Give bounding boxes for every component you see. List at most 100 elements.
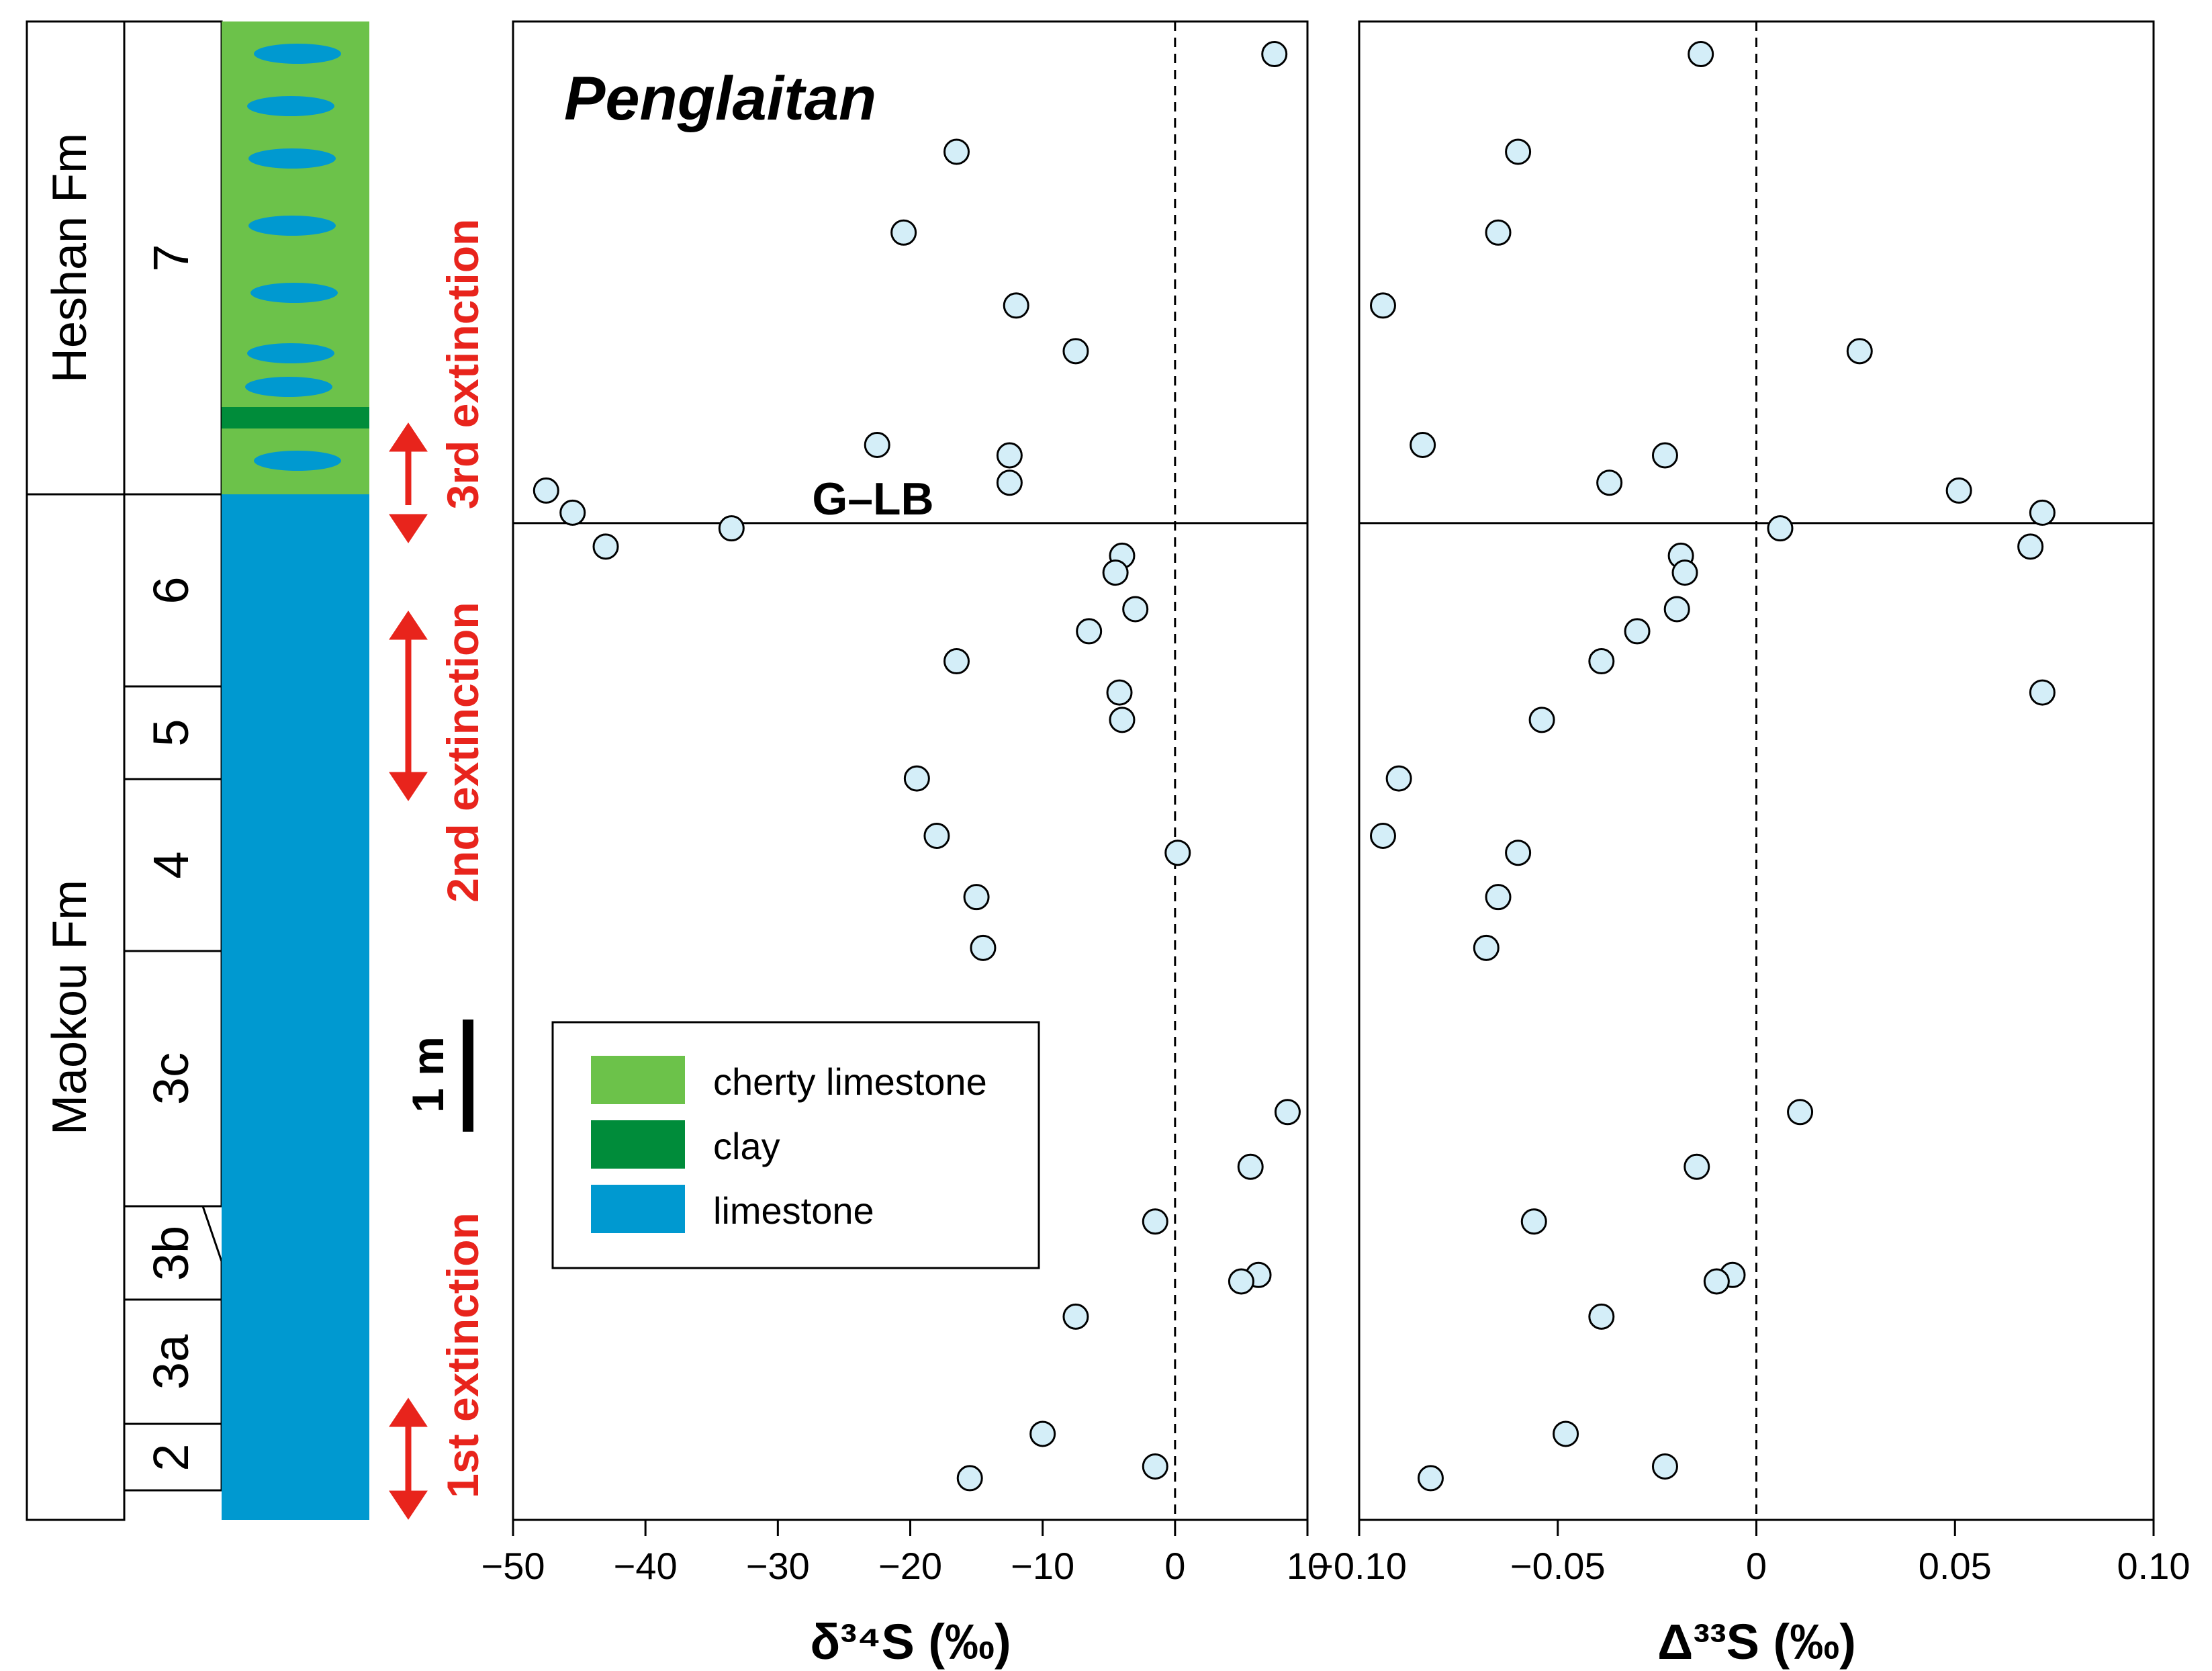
data-point-d33s xyxy=(1663,596,1690,623)
data-point-d34s xyxy=(1003,292,1029,319)
lithology-limestone xyxy=(222,494,369,1520)
legend-label-cherty-limestone: cherty limestone xyxy=(713,1060,987,1103)
data-point-d34s xyxy=(1228,1268,1254,1295)
legend-swatch-clay xyxy=(591,1120,685,1169)
legend-swatch-limestone xyxy=(591,1185,685,1233)
data-point-d33s xyxy=(1385,765,1412,792)
extinction-3rd-arrow xyxy=(389,422,428,543)
x-axis-label-d33s: Δ³³S (‰) xyxy=(1657,1614,1856,1670)
chert-nodule xyxy=(247,343,334,363)
data-point-d34s xyxy=(943,648,970,675)
x-tick-label-d34s: 0 xyxy=(1164,1545,1185,1587)
x-axis-d34s: −50 −40 −30 −20 −10 0 10 xyxy=(481,1520,1328,1587)
chert-nodule xyxy=(248,148,336,169)
bed-7-box xyxy=(123,20,223,496)
x-tick-label-d34s: −40 xyxy=(614,1545,678,1587)
data-point-d33s xyxy=(1473,934,1500,961)
data-point-d34s xyxy=(1261,41,1288,67)
data-point-d34s xyxy=(559,499,586,526)
bed-4-box xyxy=(123,778,223,952)
data-point-d34s xyxy=(943,138,970,165)
data-point-d33s xyxy=(1520,1208,1547,1235)
extinction-2nd-label: 2nd extinction xyxy=(438,602,488,902)
data-point-d33s xyxy=(1596,469,1623,496)
data-point-d34s xyxy=(1106,679,1133,706)
data-point-d33s xyxy=(1410,432,1436,458)
data-point-d34s xyxy=(970,934,997,961)
x-tick-label-d33s: −0.05 xyxy=(1510,1545,1606,1587)
chert-nodules xyxy=(245,44,341,471)
data-point-d33s xyxy=(1505,138,1532,165)
data-point-d34s xyxy=(996,469,1023,496)
extinction-1st-arrow xyxy=(389,1398,428,1520)
data-point-d34s xyxy=(1164,840,1191,866)
data-point-d34s xyxy=(956,1465,983,1492)
x-tick-label-d34s: −20 xyxy=(878,1545,942,1587)
formation-heshan-label: Heshan Fm xyxy=(43,133,97,383)
data-point-d33s xyxy=(1528,707,1555,733)
bed-6-label: 6 xyxy=(143,576,199,604)
data-point-d33s xyxy=(1624,618,1651,645)
data-point-d33s xyxy=(1767,515,1794,542)
x-tick-label-d33s: 0.10 xyxy=(2117,1545,2191,1587)
data-point-d34s xyxy=(592,533,619,560)
extinction-markers: 3rd extinction 2nd extinction 1st extinc… xyxy=(389,219,488,1520)
lithology-clay-layer xyxy=(222,407,369,428)
data-point-d33s xyxy=(2029,679,2056,706)
data-point-d34s xyxy=(1029,1420,1056,1447)
data-point-d33s xyxy=(1787,1099,1814,1126)
data-point-d33s xyxy=(1417,1465,1444,1492)
data-point-d33s xyxy=(1505,840,1532,866)
data-point-d34s xyxy=(963,884,990,911)
data-point-d34s xyxy=(1109,707,1136,733)
data-point-d34s xyxy=(1142,1453,1168,1480)
data-point-d34s xyxy=(1122,596,1149,623)
data-point-d33s xyxy=(1684,1153,1710,1180)
x-tick-label-d33s: 0 xyxy=(1746,1545,1767,1587)
chert-nodule xyxy=(254,451,341,471)
data-point-d33s xyxy=(1485,219,1512,246)
data-point-d34s xyxy=(996,442,1023,469)
data-point-d33s xyxy=(1846,338,1873,365)
data-point-d33s xyxy=(1671,559,1698,586)
bed-2-label: 2 xyxy=(143,1443,199,1471)
chert-nodule xyxy=(247,96,334,116)
x-tick-label-d33s: −0.10 xyxy=(1311,1545,1407,1587)
x-tick-label-d34s: −50 xyxy=(481,1545,545,1587)
extinction-1st-label: 1st extinction xyxy=(438,1212,488,1498)
data-point-d34s xyxy=(1237,1153,1264,1180)
formation-maokou-box xyxy=(26,493,126,1521)
data-point-d33s xyxy=(1369,823,1396,849)
data-point-d34s xyxy=(1062,1303,1089,1330)
chert-nodule xyxy=(248,216,336,236)
formation-maokou-label: Maokou Fm xyxy=(43,880,97,1135)
data-point-d34s xyxy=(1142,1208,1168,1235)
legend-label-limestone: limestone xyxy=(713,1189,874,1232)
data-point-d34s xyxy=(1062,338,1089,365)
bed-3a-label: 3a xyxy=(143,1334,199,1390)
glb-boundary-label: G–LB xyxy=(812,473,933,525)
extinction-3rd-label: 3rd extinction xyxy=(438,219,488,510)
series-d34s xyxy=(533,41,1301,1492)
data-point-d33s xyxy=(1588,648,1615,675)
data-point-d34s xyxy=(533,477,559,504)
chert-nodule xyxy=(254,44,341,64)
bed-3c-label: 3c xyxy=(143,1052,199,1105)
scale-bar-label: 1 m xyxy=(403,1036,453,1113)
x-tick-label-d34s: −10 xyxy=(1011,1545,1074,1587)
data-point-d34s xyxy=(1274,1099,1301,1126)
data-point-d33s xyxy=(1369,292,1396,319)
legend-swatch-cherty-limestone xyxy=(591,1056,685,1104)
x-axis-d33s: −0.10 −0.05 0 0.05 0.10 xyxy=(1311,1520,2191,1587)
extinction-2nd-arrow xyxy=(389,611,428,801)
data-point-d33s xyxy=(1651,1453,1678,1480)
data-point-d33s xyxy=(1688,41,1714,67)
data-point-d33s xyxy=(1651,442,1678,469)
x-tick-label-d34s: −30 xyxy=(746,1545,810,1587)
x-tick-label-d34s: 10 xyxy=(1287,1545,1328,1587)
data-point-d33s xyxy=(1553,1420,1579,1447)
scale-bar: 1 m xyxy=(403,1020,473,1132)
bed-5-label: 5 xyxy=(143,719,199,746)
legend-label-clay: clay xyxy=(713,1125,780,1167)
